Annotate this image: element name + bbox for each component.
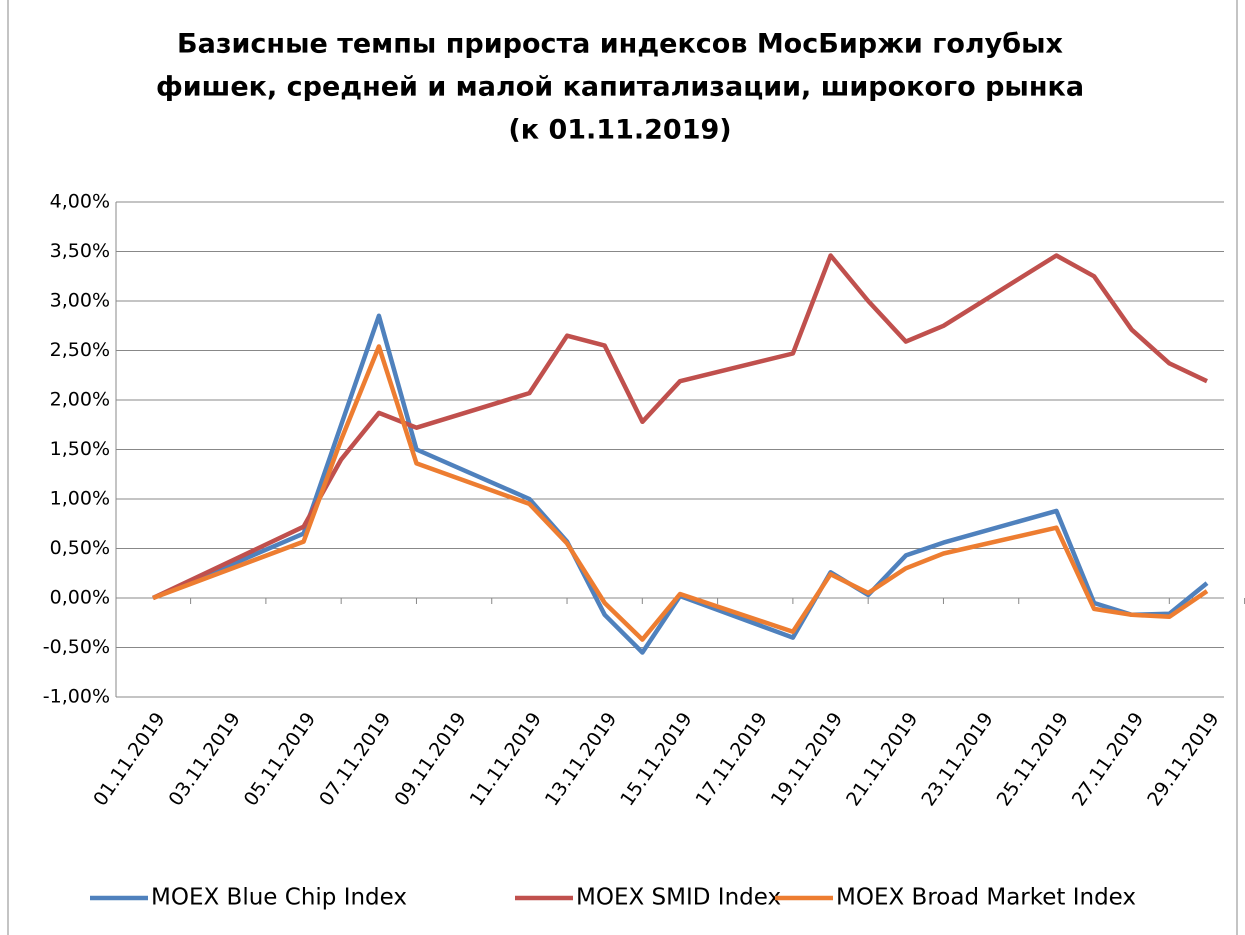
y-tick-label: 4,00%	[50, 191, 110, 213]
series-line	[152, 313, 1209, 655]
y-tick-label: 2,50%	[50, 339, 110, 361]
chart-border	[7, 0, 1238, 935]
y-tick-label: 2,00%	[50, 389, 110, 411]
y-tick-label: 0,00%	[50, 587, 110, 609]
series-line	[152, 344, 1209, 642]
y-tick-label: 3,50%	[50, 240, 110, 262]
y-tick-label: -1,00%	[43, 686, 110, 708]
y-tick-label: 0,50%	[50, 537, 110, 559]
series-line	[152, 253, 1208, 601]
y-tick-label: 1,00%	[50, 488, 110, 510]
y-tick-label: 3,00%	[50, 290, 110, 312]
legend-label: MOEX Broad Market Index	[836, 885, 1136, 911]
chart-title: (к 01.11.2019)	[508, 115, 731, 146]
chart-title: Базисные темпы прироста индексов МосБирж…	[177, 29, 1063, 60]
y-tick-label: 1,50%	[50, 438, 110, 460]
legend-label: MOEX Blue Chip Index	[151, 885, 407, 911]
y-tick-label: -0,50%	[43, 636, 110, 658]
legend-label: MOEX SMID Index	[576, 885, 781, 911]
chart-title: фишек, средней и малой капитализации, ши…	[156, 72, 1084, 103]
